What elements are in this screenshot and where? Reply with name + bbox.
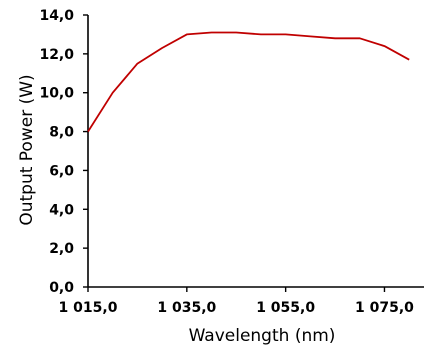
x-tick-label: 1 055,0 [256,300,315,316]
x-axis-ticks: 1 015,0 1 035,0 1 055,0 1 075,0 [59,287,414,316]
series-layer [87,31,410,133]
y-tick-label: 8,0 [49,125,74,141]
series-line [87,31,410,133]
y-tick-label: 4,0 [49,202,74,218]
x-tick-label: 1 075,0 [355,300,414,316]
y-tick-label: 0,0 [49,280,74,296]
y-tick-label: 2,0 [49,241,74,257]
x-tick-label: 1 035,0 [157,300,216,316]
y-axis-title: Output Power (W) [17,74,37,225]
y-tick-label: 14,0 [39,8,74,24]
y-axis-ticks: 0,0 2,0 4,0 6,0 8,0 10,0 12,0 14,0 [39,8,88,296]
x-axis-title: Wavelength (nm) [189,326,336,346]
plot-area: 0,0 2,0 4,0 6,0 8,0 10,0 12,0 14,0 1 015,0 1 035… [39,8,424,316]
y-tick-label: 12,0 [39,47,74,63]
y-tick-label: 6,0 [49,163,74,179]
y-tick-label: 10,0 [39,86,74,102]
x-tick-label: 1 015,0 [59,300,118,316]
